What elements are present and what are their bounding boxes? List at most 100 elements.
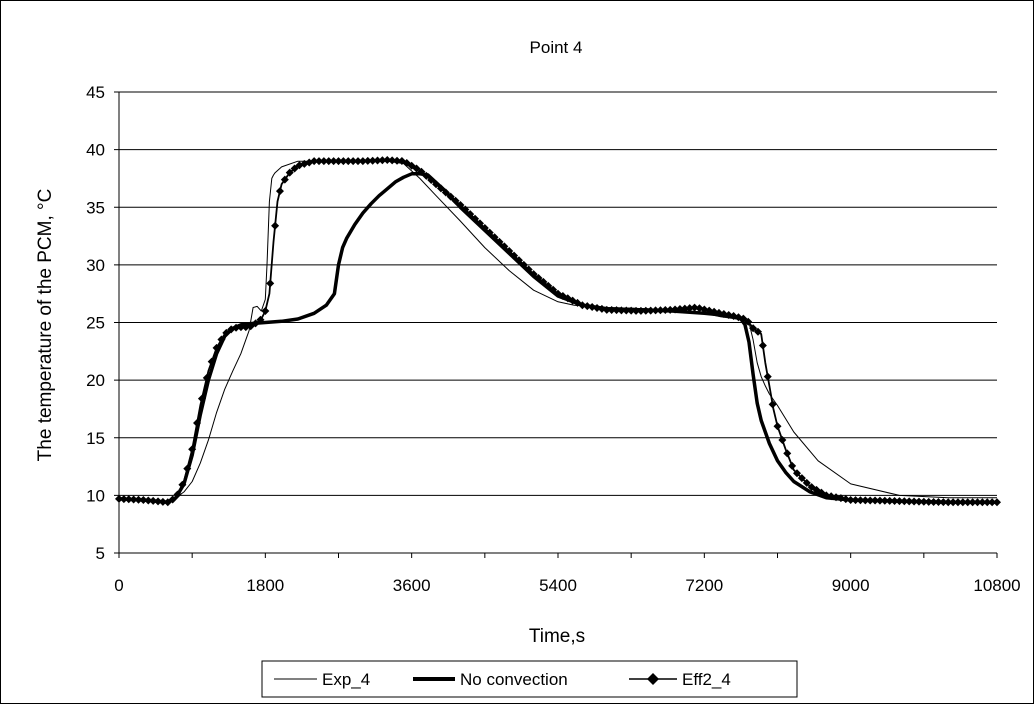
data-point: [914, 497, 923, 506]
data-point: [339, 157, 348, 166]
data-point: [275, 187, 284, 196]
data-point: [236, 323, 245, 332]
data-point: [524, 265, 533, 274]
data-point: [753, 327, 762, 336]
x-tick-label: 10800: [973, 576, 1020, 595]
data-point: [115, 494, 123, 503]
data-point: [519, 260, 528, 269]
data-point: [485, 228, 494, 237]
data-point: [197, 394, 206, 403]
data-point: [368, 156, 377, 165]
legend-item-exp-4: Exp_4: [274, 670, 370, 689]
data-point: [124, 495, 133, 504]
data-point: [788, 461, 797, 470]
data-point: [856, 496, 865, 505]
data-point: [495, 237, 504, 246]
data-point: [666, 305, 675, 314]
data-point: [217, 335, 226, 344]
data-point: [514, 256, 523, 265]
data-point: [793, 469, 802, 478]
data-point: [334, 157, 343, 166]
data-point: [749, 324, 758, 333]
y-axis-title: The temperature of the PCM, °C: [35, 189, 56, 462]
data-point: [978, 498, 987, 507]
y-tick-label: 15: [86, 429, 105, 448]
data-point: [871, 496, 880, 505]
data-point: [149, 496, 158, 505]
legend-label-no-convection: No convection: [460, 670, 568, 689]
data-point: [354, 157, 363, 166]
data-point: [134, 495, 143, 504]
gridlines: [114, 91, 998, 558]
x-tick-labels: 0 1800 3600 5400 7200 9000 10800: [114, 576, 1020, 595]
x-tick-label: 9000: [832, 576, 870, 595]
data-point: [612, 306, 621, 315]
data-point: [602, 305, 611, 314]
x-axis-title: Time,s: [529, 626, 585, 647]
data-point: [154, 497, 163, 506]
data-point: [778, 436, 787, 445]
data-point: [349, 157, 358, 166]
data-point: [480, 223, 489, 232]
y-tick-labels: 5 10 15 20 25 30 35 40 45: [86, 83, 105, 563]
data-point: [895, 497, 904, 506]
data-point: [261, 306, 270, 315]
data-point: [344, 157, 353, 166]
data-point: [944, 498, 953, 507]
data-point: [875, 496, 884, 505]
data-point: [963, 498, 972, 507]
data-point: [910, 497, 919, 506]
data-point: [617, 306, 626, 315]
data-point: [851, 496, 860, 505]
data-point: [363, 156, 372, 165]
data-point: [432, 180, 441, 189]
data-point: [329, 157, 338, 166]
data-point: [466, 210, 475, 219]
data-point: [178, 480, 187, 489]
data-point: [680, 304, 689, 313]
data-point: [173, 490, 182, 499]
data-point: [783, 449, 792, 458]
data-point: [417, 167, 426, 176]
data-point: [266, 279, 275, 288]
y-tick-label: 35: [86, 198, 105, 217]
data-point: [632, 306, 641, 315]
data-point: [919, 497, 928, 506]
data-point: [310, 157, 319, 166]
data-point: [529, 270, 538, 279]
y-tick-label: 20: [86, 371, 105, 390]
data-point: [773, 422, 782, 431]
data-point: [627, 306, 636, 315]
data-point: [744, 317, 753, 326]
x-tick-label: 3600: [393, 576, 431, 595]
legend-box: [261, 660, 798, 698]
data-point: [471, 214, 480, 223]
data-point: [685, 304, 694, 313]
data-point: [358, 157, 367, 166]
data-point: [251, 319, 260, 328]
data-point: [183, 464, 192, 473]
data-point: [968, 498, 977, 507]
data-point: [607, 305, 616, 314]
legend-marker-eff2-4: [647, 673, 659, 685]
data-point: [905, 497, 914, 506]
legend-label-exp-4: Exp_4: [322, 670, 370, 689]
data-point: [622, 306, 631, 315]
data-point: [983, 498, 992, 507]
data-point: [651, 306, 660, 315]
data-point: [212, 343, 221, 352]
x-tick-label: 1800: [246, 576, 284, 595]
data-point: [934, 498, 943, 507]
data-point: [973, 498, 982, 507]
data-point: [636, 306, 645, 315]
data-point: [168, 495, 177, 504]
data-point: [880, 496, 889, 505]
y-tick-label: 30: [86, 256, 105, 275]
data-point: [534, 274, 543, 283]
data-point: [739, 314, 748, 323]
data-point: [924, 497, 933, 506]
data-point: [646, 306, 655, 315]
data-point: [641, 306, 650, 315]
data-point: [797, 474, 806, 483]
data-point: [690, 303, 699, 312]
